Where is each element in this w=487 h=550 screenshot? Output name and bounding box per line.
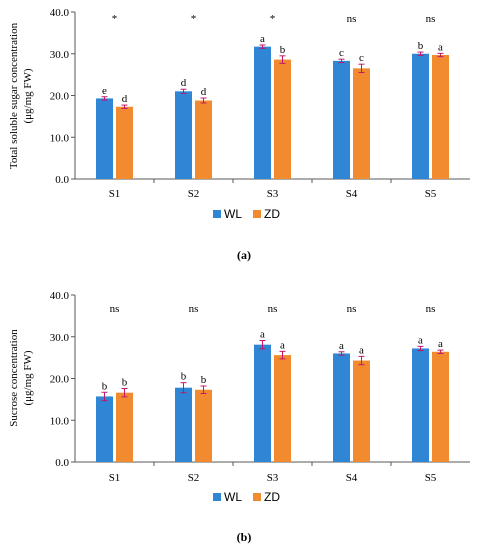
significance-label: ns xyxy=(110,303,120,315)
x-tick-label: S4 xyxy=(346,472,358,484)
bar-wl xyxy=(412,53,429,179)
significance-label: ns xyxy=(268,303,278,315)
bar-wl xyxy=(96,98,113,179)
legend-label-wl: WL xyxy=(224,207,242,221)
bar-wl xyxy=(412,348,429,462)
y-axis-unit: (μg/mg FW) xyxy=(22,350,34,405)
significance-letter: a xyxy=(359,344,364,356)
y-tick-label: 30.0 xyxy=(50,49,70,61)
bar-zd xyxy=(432,55,449,179)
significance-letter: b xyxy=(201,374,207,386)
y-tick-label: 10.0 xyxy=(50,132,70,144)
significance-letter: c xyxy=(359,52,364,64)
bar-wl xyxy=(333,353,350,462)
y-axis-label: Sucrose concentration xyxy=(8,329,20,427)
significance-letter: b xyxy=(102,380,108,392)
bar-zd xyxy=(353,360,370,462)
significance-letter: d xyxy=(201,86,207,98)
x-tick-label: S1 xyxy=(109,188,121,200)
legend-swatch-wl xyxy=(213,493,221,501)
y-axis-label: Total soluble sugar concentration xyxy=(8,22,20,169)
significance-letter: b xyxy=(418,40,424,52)
bar-wl xyxy=(175,91,192,179)
y-tick-label: 0.0 xyxy=(55,174,69,186)
significance-letter: c xyxy=(339,47,344,59)
y-tick-label: 30.0 xyxy=(50,332,70,344)
significance-letter: b xyxy=(122,377,128,389)
legend-label-zd: ZD xyxy=(264,490,280,504)
significance-letter: d xyxy=(181,77,187,89)
x-tick-label: S2 xyxy=(188,472,200,484)
x-tick-label: S5 xyxy=(425,188,437,200)
significance-letter: d xyxy=(122,93,128,105)
bar-wl xyxy=(254,344,271,462)
bar-zd xyxy=(274,59,291,179)
significance-label: ns xyxy=(426,13,436,25)
significance-label: * xyxy=(191,13,197,25)
bar-zd xyxy=(274,355,291,462)
x-tick-label: S4 xyxy=(346,188,358,200)
panel-label: (b) xyxy=(237,530,252,544)
bar-zd xyxy=(195,389,212,462)
significance-letter: a xyxy=(438,338,443,350)
y-tick-label: 40.0 xyxy=(50,7,70,19)
y-tick-label: 10.0 xyxy=(50,415,70,427)
x-tick-label: S3 xyxy=(267,472,279,484)
significance-label: ns xyxy=(426,303,436,315)
significance-label: ns xyxy=(347,303,357,315)
legend-swatch-wl xyxy=(213,210,221,218)
significance-letter: a xyxy=(438,41,443,53)
y-tick-label: 20.0 xyxy=(50,91,70,103)
significance-label: ns xyxy=(189,303,199,315)
significance-letter: a xyxy=(260,329,265,341)
significance-letter: a xyxy=(260,33,265,45)
bar-wl xyxy=(333,60,350,179)
significance-letter: b xyxy=(181,371,187,383)
legend-swatch-zd xyxy=(253,210,261,218)
bar-zd xyxy=(116,392,133,462)
significance-label: * xyxy=(270,13,276,25)
y-axis-unit: (μg/mg FW) xyxy=(22,68,34,123)
bar-zd xyxy=(195,100,212,179)
bar-wl xyxy=(254,46,271,180)
bar-zd xyxy=(353,68,370,179)
x-tick-label: S3 xyxy=(267,188,279,200)
bar-wl xyxy=(96,396,113,462)
legend-swatch-zd xyxy=(253,493,261,501)
significance-label: ns xyxy=(347,13,357,25)
bar-zd xyxy=(432,351,449,462)
x-tick-label: S1 xyxy=(109,472,121,484)
y-tick-label: 0.0 xyxy=(55,457,69,469)
significance-letter: a xyxy=(280,339,285,351)
significance-letter: e xyxy=(102,85,107,97)
panel-label: (a) xyxy=(237,248,251,262)
significance-letter: a xyxy=(339,340,344,352)
significance-label: * xyxy=(112,13,118,25)
significance-letter: a xyxy=(418,334,423,346)
legend-label-wl: WL xyxy=(224,490,242,504)
y-tick-label: 20.0 xyxy=(50,374,70,386)
significance-letter: b xyxy=(280,44,286,56)
x-tick-label: S2 xyxy=(188,188,200,200)
y-tick-label: 40.0 xyxy=(50,290,70,302)
legend-label-zd: ZD xyxy=(264,207,280,221)
bar-wl xyxy=(175,387,192,462)
bar-zd xyxy=(116,106,133,179)
x-tick-label: S5 xyxy=(425,472,437,484)
